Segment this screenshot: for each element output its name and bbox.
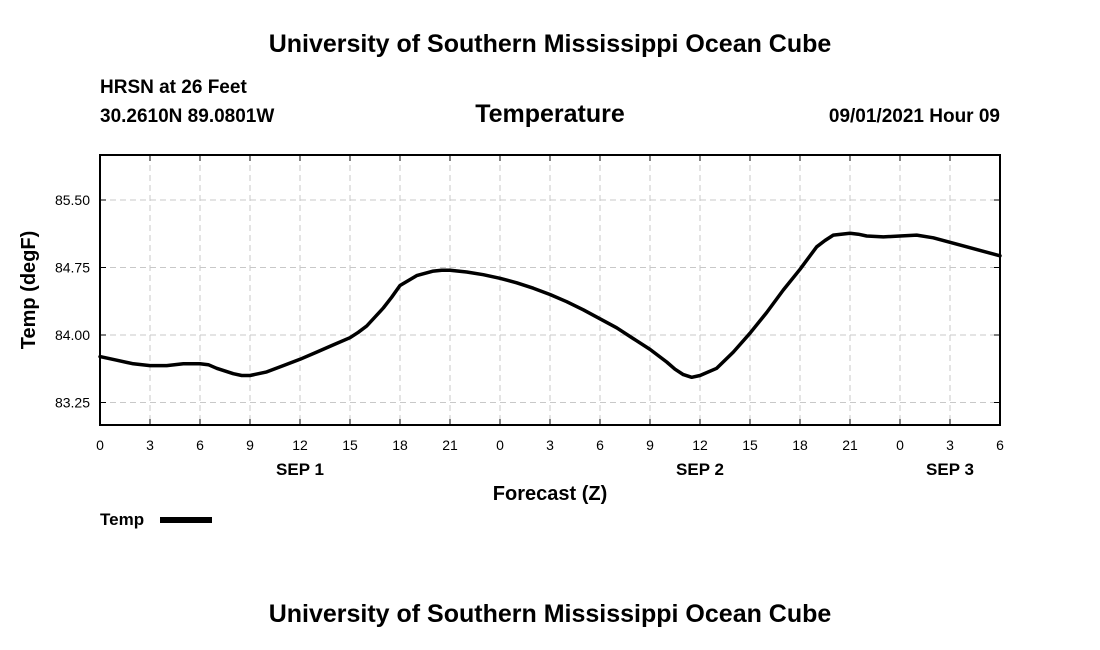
forecast-datetime: 09/01/2021 Hour 09 (828, 106, 1000, 127)
x-day-label: SEP 3 (926, 460, 974, 479)
y-axis: 83.25 84.00 84.75 85.50 (55, 192, 1000, 411)
page-title-top: University of Southern Mississippi Ocean… (268, 30, 832, 58)
legend-label-temp: Temp (100, 510, 144, 529)
x-tick-label: 15 (742, 437, 758, 453)
x-tick-label: 12 (292, 437, 308, 453)
x-tick-label: 21 (442, 437, 458, 453)
x-tick-label: 6 (196, 437, 204, 453)
y-tick-label: 84.00 (55, 327, 90, 343)
x-tick-label: 18 (792, 437, 808, 453)
y-tick-label: 83.25 (55, 395, 90, 411)
x-axis-label: Forecast (Z) (493, 483, 607, 505)
x-tick-label: 3 (546, 437, 554, 453)
x-tick-label: 15 (342, 437, 358, 453)
legend: Temp (100, 510, 212, 529)
x-axis: 0 3 6 9 12 15 18 21 0 3 6 9 12 15 18 21 0 3 6 (96, 155, 1004, 453)
y-tick-label: 85.50 (55, 192, 90, 208)
grid (100, 155, 1000, 425)
x-tick-label: 6 (996, 437, 1004, 453)
y-axis-label: Temp (degF) (18, 231, 40, 350)
x-tick-label: 9 (646, 437, 654, 453)
x-day-label: SEP 2 (676, 460, 724, 479)
series-line-temp (98, 231, 1002, 380)
x-tick-label: 0 (496, 437, 504, 453)
y-tick-label: 84.75 (55, 260, 90, 276)
series-layer (98, 231, 1002, 380)
station-coordinates: 30.2610N 89.0801W (100, 106, 275, 127)
x-tick-label: 12 (692, 437, 708, 453)
x-tick-label: 9 (246, 437, 254, 453)
x-tick-label: 0 (896, 437, 904, 453)
x-tick-label: 3 (946, 437, 954, 453)
x-tick-label: 0 (96, 437, 104, 453)
x-tick-label: 21 (842, 437, 858, 453)
x-day-label: SEP 1 (276, 460, 324, 479)
station-name: HRSN at 26 Feet (100, 77, 247, 98)
x-axis-day-labels: SEP 1 SEP 2 SEP 3 (276, 460, 974, 479)
chart-title: Temperature (475, 100, 625, 128)
page-title-bottom: University of Southern Mississippi Ocean… (268, 600, 832, 628)
x-tick-label: 6 (596, 437, 604, 453)
x-tick-label: 18 (392, 437, 408, 453)
x-tick-label: 3 (146, 437, 154, 453)
